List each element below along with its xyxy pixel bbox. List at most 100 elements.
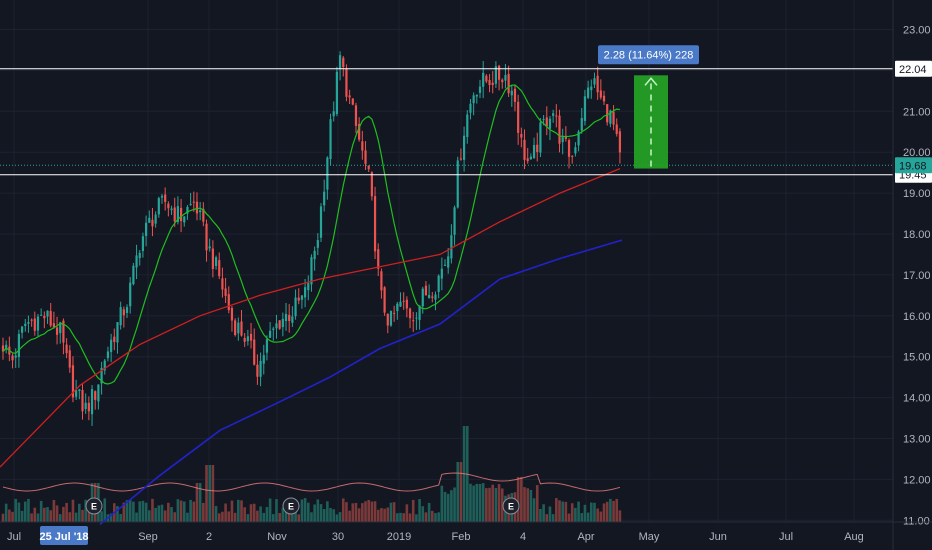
candle-body: [37, 317, 39, 331]
volume-bar: [27, 499, 30, 522]
volume-bar: [234, 513, 237, 522]
volume-bar: [377, 510, 380, 522]
volume-bar: [158, 505, 161, 522]
candle-body: [215, 257, 217, 266]
volume-bar: [593, 503, 596, 522]
volume-bar: [485, 488, 488, 522]
candle-body: [240, 321, 242, 335]
candle-body: [460, 158, 462, 159]
y-tick-label: 13.00: [903, 434, 931, 446]
x-tick-label: Jun: [709, 531, 727, 543]
candle-body: [612, 112, 614, 125]
volume-bar: [138, 501, 141, 522]
candle-body: [11, 356, 13, 361]
candle-body: [285, 314, 287, 321]
candle-body: [250, 334, 252, 341]
volume-bar: [46, 507, 49, 522]
volume-bar: [352, 503, 355, 522]
candle-body: [349, 95, 351, 97]
volume-bar: [53, 500, 56, 522]
candle-body: [587, 88, 589, 98]
candle-body: [463, 136, 465, 160]
volume-bar: [189, 500, 192, 522]
candle-body: [291, 316, 293, 322]
volume-bar: [5, 504, 8, 522]
candle-body: [546, 117, 548, 126]
volume-bar: [364, 501, 367, 522]
volume-bar: [342, 498, 345, 522]
candle-body: [298, 298, 300, 301]
volume-bar: [552, 514, 555, 522]
x-tick-label: Sep: [138, 531, 158, 543]
candle-body: [228, 294, 230, 310]
volume-bar: [8, 510, 11, 522]
candle-body: [247, 336, 249, 341]
candle-body: [352, 98, 354, 104]
volume-bar: [34, 508, 37, 522]
candle-body: [355, 105, 357, 126]
volume-bar: [177, 499, 180, 522]
candle-body: [282, 319, 284, 327]
x-tick-label: 30: [332, 531, 344, 543]
volume-bar: [301, 499, 304, 522]
volume-bar: [193, 502, 196, 522]
volume-bar: [609, 499, 612, 522]
volume-bar: [62, 507, 65, 522]
candle-body: [543, 119, 545, 120]
volume-bar: [173, 512, 176, 522]
volume-bar: [100, 511, 103, 522]
volume-bar: [170, 507, 173, 522]
candle-body: [457, 160, 459, 207]
volume-bar: [103, 498, 106, 522]
volume-bar: [603, 503, 606, 522]
x-tick-label: Nov: [267, 531, 287, 543]
candle-body: [69, 350, 71, 367]
candle-body: [148, 218, 150, 223]
candle-body: [523, 140, 525, 160]
volume-bar: [574, 508, 577, 522]
volume-bar: [227, 511, 230, 522]
candle-body: [123, 309, 125, 315]
candle-body: [110, 340, 112, 352]
cursor-date-label: 25 Jul '18: [39, 531, 88, 543]
candle-body: [310, 257, 312, 284]
candle-body: [336, 72, 338, 114]
candle-body: [317, 240, 319, 248]
candle-body: [377, 249, 379, 269]
candle-body: [263, 355, 265, 363]
candle-body: [450, 235, 452, 258]
volume-bar: [386, 508, 389, 522]
y-tick-label: 11.00: [903, 515, 930, 527]
candle-body: [170, 209, 172, 211]
candle-body: [380, 271, 382, 290]
candle-body: [46, 311, 48, 317]
volume-bar: [224, 504, 227, 522]
volume-bar: [56, 505, 59, 522]
candle-body: [180, 208, 182, 221]
volume-bar: [380, 508, 383, 522]
volume-bar: [558, 500, 561, 522]
volume-bar: [49, 510, 52, 522]
volume-bar: [186, 513, 189, 522]
volume-bar: [240, 500, 243, 522]
volume-bar: [615, 499, 618, 522]
candle-body: [345, 69, 347, 97]
y-tick-label: 18.00: [903, 229, 931, 241]
volume-bar: [600, 512, 603, 522]
candle-body: [581, 118, 583, 131]
candle-body: [225, 288, 227, 295]
candle-body: [329, 119, 331, 159]
candle-body: [412, 320, 414, 321]
candle-body: [279, 320, 281, 329]
candle-body: [183, 217, 185, 223]
candle-body: [113, 337, 115, 342]
volume-bar: [161, 505, 164, 522]
candle-body: [342, 58, 344, 67]
volume-bar: [421, 506, 424, 522]
earnings-marker-label: E: [288, 502, 294, 512]
candle-body: [24, 324, 26, 326]
volume-bar: [317, 499, 320, 522]
volume-bar: [495, 488, 498, 522]
volume-bar: [549, 506, 552, 522]
